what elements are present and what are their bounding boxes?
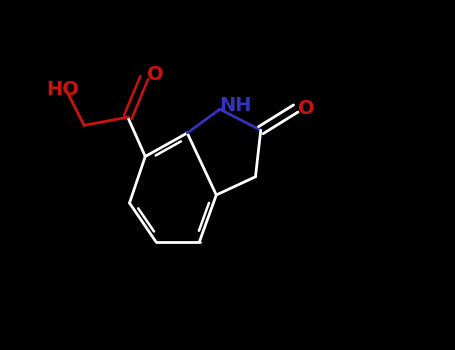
Text: HO: HO xyxy=(46,80,79,99)
Text: O: O xyxy=(147,65,164,84)
Text: NH: NH xyxy=(219,96,252,114)
Text: O: O xyxy=(298,99,314,118)
